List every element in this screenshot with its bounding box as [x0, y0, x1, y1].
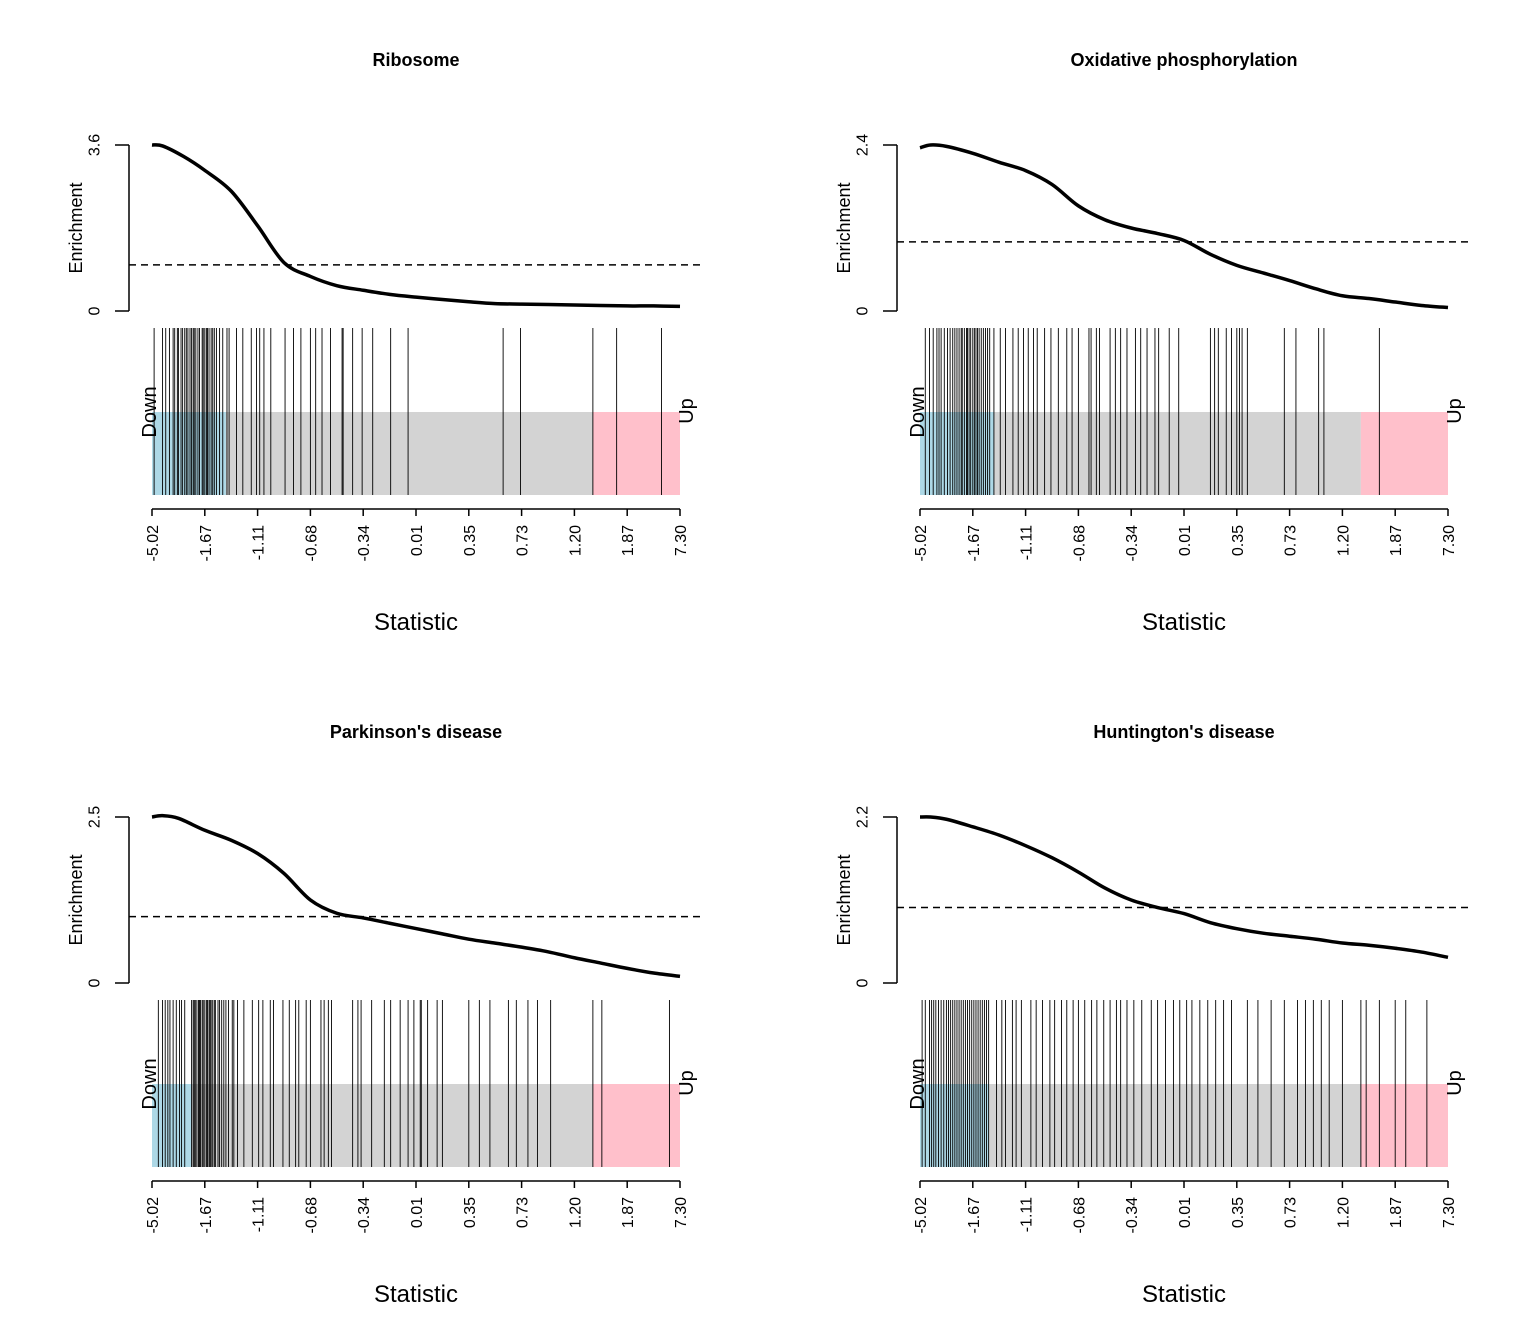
panel-title: Parkinson's disease	[330, 722, 502, 742]
enrichment-curve	[151, 143, 681, 309]
x-tick-label: 0.35	[462, 1197, 479, 1228]
x-axis-title: Statistic	[374, 1281, 458, 1308]
x-tick-label: 0.35	[462, 525, 479, 556]
x-tick-label: -5.02	[913, 1197, 930, 1234]
x-tick-label: 7.30	[1441, 1197, 1458, 1228]
up-region	[1360, 412, 1448, 495]
x-tick-label: -1.67	[966, 1197, 983, 1234]
panel-title: Huntington's disease	[1093, 722, 1274, 742]
down-label: Down	[907, 386, 929, 437]
y-tick-label: 2.2	[855, 806, 872, 828]
x-tick-label: -0.34	[356, 1197, 373, 1234]
x-tick-label: 0.01	[1177, 1197, 1194, 1228]
x-tick-label: 0.73	[515, 1197, 532, 1228]
up-label: Up	[676, 398, 698, 424]
enrichment-curve	[919, 143, 1449, 310]
x-tick-label: 0.01	[409, 525, 426, 556]
y-axis-title: Enrichment	[66, 182, 86, 273]
down-label: Down	[907, 1058, 929, 1109]
barcode-panel: Oxidative phosphorylation 0 2.4 Enrichment D…	[834, 50, 1468, 636]
x-tick-label: -5.02	[145, 1197, 162, 1234]
down-label: Down	[139, 1058, 161, 1109]
up-region	[592, 1084, 680, 1167]
x-tick-label: -0.68	[1071, 525, 1088, 562]
x-tick-label: -1.11	[251, 525, 268, 560]
enrichment-curve	[151, 813, 681, 979]
panel-title: Ribosome	[372, 50, 459, 70]
y-tick-label: 2.4	[855, 134, 872, 156]
x-tick-label: 7.30	[1441, 525, 1458, 556]
down-region	[152, 412, 226, 495]
x-tick-label: 0.01	[409, 1197, 426, 1228]
barcode-panel: Ribosome 0 3.6 Enrichment Down Up -5.02 -1.67 -1…	[66, 50, 700, 636]
x-tick-label: 7.30	[673, 1197, 690, 1228]
x-axis-title: Statistic	[1142, 1281, 1226, 1308]
x-tick-label: -0.34	[356, 525, 373, 562]
up-region	[1360, 1084, 1448, 1167]
x-tick-label: 0.35	[1230, 1197, 1247, 1228]
x-tick-label: 1.87	[1388, 1197, 1405, 1228]
up-region	[592, 412, 680, 495]
x-tick-label: -0.68	[1071, 1197, 1088, 1234]
x-tick-label: -1.11	[1019, 525, 1036, 560]
x-tick-label: -0.68	[303, 1197, 320, 1234]
x-tick-label: -5.02	[913, 525, 930, 562]
x-tick-label: -0.68	[303, 525, 320, 562]
x-tick-label: 1.20	[1335, 525, 1352, 556]
x-tick-label: 1.87	[1388, 525, 1405, 556]
y-tick-label: 0	[855, 978, 872, 987]
up-label: Up	[676, 1070, 698, 1096]
x-tick-label: -0.34	[1124, 1197, 1141, 1234]
x-tick-label: 0.73	[515, 525, 532, 556]
enrichment-curve	[919, 815, 1449, 960]
x-tick-label: 1.87	[620, 525, 637, 556]
y-axis-title: Enrichment	[834, 182, 854, 273]
x-axis-title: Statistic	[1142, 609, 1226, 636]
x-tick-label: 1.20	[567, 525, 584, 556]
y-tick-label: 3.6	[87, 134, 104, 156]
x-tick-label: -1.67	[198, 1197, 215, 1234]
middle-region	[993, 412, 1361, 495]
x-tick-label: -1.11	[1019, 1197, 1036, 1232]
x-tick-label: -1.11	[251, 1197, 268, 1232]
y-axis-title: Enrichment	[66, 854, 86, 945]
middle-region	[988, 1084, 1361, 1167]
down-label: Down	[139, 386, 161, 437]
y-tick-label: 0	[87, 306, 104, 315]
up-label: Up	[1444, 398, 1466, 424]
x-tick-label: 0.35	[1230, 525, 1247, 556]
x-axis-title: Statistic	[374, 609, 458, 636]
x-tick-label: 1.20	[567, 1197, 584, 1228]
up-label: Up	[1444, 1070, 1466, 1096]
x-tick-label: -0.34	[1124, 525, 1141, 562]
x-tick-label: -1.67	[966, 525, 983, 562]
y-tick-label: 0	[855, 306, 872, 315]
panel-title: Oxidative phosphorylation	[1070, 50, 1297, 70]
y-tick-label: 0	[87, 978, 104, 987]
barcode-panel: Parkinson's disease 0 2.5 Enrichment Down Up -…	[66, 722, 700, 1308]
x-tick-label: -1.67	[198, 525, 215, 562]
middle-region	[191, 1084, 593, 1167]
barcode-panel: Huntington's disease 0 2.2 Enrichment Down Up…	[834, 722, 1468, 1308]
x-tick-label: 1.87	[620, 1197, 637, 1228]
x-tick-label: -5.02	[145, 525, 162, 562]
y-axis-title: Enrichment	[834, 854, 854, 945]
x-tick-label: 7.30	[673, 525, 690, 556]
x-tick-label: 1.20	[1335, 1197, 1352, 1228]
y-tick-label: 2.5	[87, 806, 104, 828]
x-tick-label: 0.01	[1177, 525, 1194, 556]
middle-region	[225, 412, 593, 495]
x-tick-label: 0.73	[1283, 1197, 1300, 1228]
x-tick-label: 0.73	[1283, 525, 1300, 556]
